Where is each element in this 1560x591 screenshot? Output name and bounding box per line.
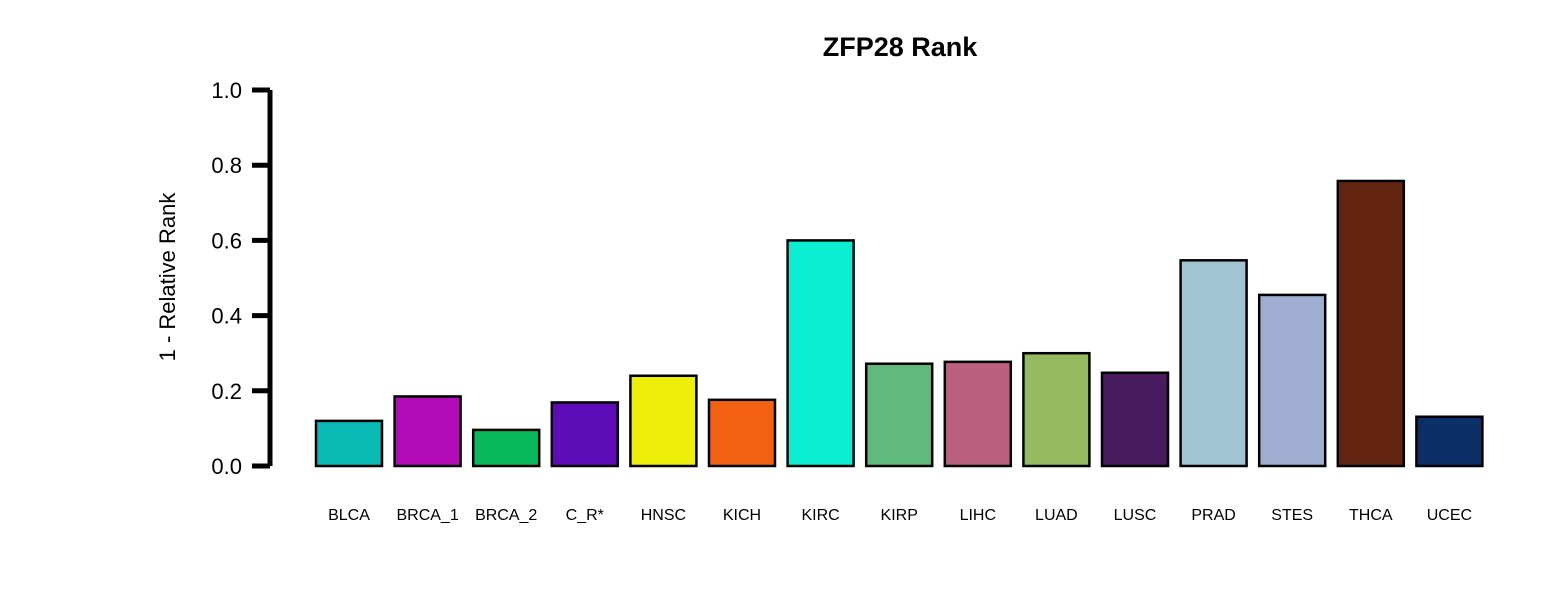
x-tick-label: THCA: [1349, 507, 1393, 524]
y-tick-label: 1.0: [211, 78, 242, 103]
bar-prad: [1179, 259, 1248, 468]
x-tick-label: BRCA_2: [475, 507, 537, 524]
chart-title: ZFP28 Rank: [823, 32, 979, 62]
x-axis-tick-labels: BLCA BRCA_1 BRCA_2 C_R* HNSC KICH KIRC KIRP LIHC…: [328, 507, 1472, 524]
bar-blca: [314, 419, 384, 468]
x-tick-label: C_R*: [566, 507, 604, 524]
x-tick-label: LUSC: [1114, 507, 1157, 524]
x-tick-label: STES: [1271, 507, 1313, 524]
y-axis-label: 1 - Relative Rank: [155, 192, 180, 362]
x-tick-label: KIRC: [801, 507, 839, 524]
y-tick-label: 0.6: [211, 228, 242, 253]
bar-brca-2: [471, 428, 541, 468]
x-tick-label: PRAD: [1191, 507, 1235, 524]
bar-c-r: [550, 401, 620, 468]
bar-brca-1: [393, 395, 462, 468]
x-tick-label: BRCA_1: [396, 507, 458, 524]
bar-kirc: [786, 239, 855, 468]
x-tick-label: LIHC: [960, 507, 996, 524]
bar-lusc: [1100, 371, 1170, 468]
x-tick-label: KICH: [723, 507, 761, 524]
bar-lihc: [943, 360, 1013, 468]
bar-thca: [1336, 179, 1406, 468]
bars-group: [314, 179, 1484, 468]
y-axis-ticks: 0.0 0.2 0.4 0.6 0.8 1.0: [211, 78, 270, 479]
bar-luad: [1022, 351, 1091, 468]
y-tick-label: 0.4: [211, 304, 242, 329]
x-tick-label: HNSC: [641, 507, 686, 524]
bar-stes: [1257, 293, 1327, 468]
bar-hnsc: [629, 374, 698, 468]
bar-ucec: [1415, 415, 1484, 468]
bar-kich: [707, 398, 777, 468]
x-tick-label: UCEC: [1427, 507, 1472, 524]
bar-kirp: [864, 362, 934, 468]
x-tick-label: KIRP: [881, 507, 918, 524]
y-tick-label: 0.2: [211, 379, 242, 404]
x-tick-label: BLCA: [328, 507, 370, 524]
y-tick-label: 0.8: [211, 153, 242, 178]
y-tick-label: 0.0: [211, 454, 242, 479]
x-tick-label: LUAD: [1035, 507, 1078, 524]
